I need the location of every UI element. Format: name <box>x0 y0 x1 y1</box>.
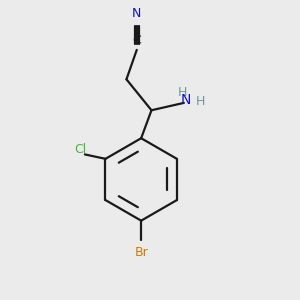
Text: Br: Br <box>134 246 148 259</box>
Text: Cl: Cl <box>74 143 87 157</box>
Text: H: H <box>178 86 187 99</box>
Text: C: C <box>132 34 141 47</box>
Text: H: H <box>195 95 205 108</box>
Text: N: N <box>132 8 141 20</box>
Text: N: N <box>180 93 190 107</box>
